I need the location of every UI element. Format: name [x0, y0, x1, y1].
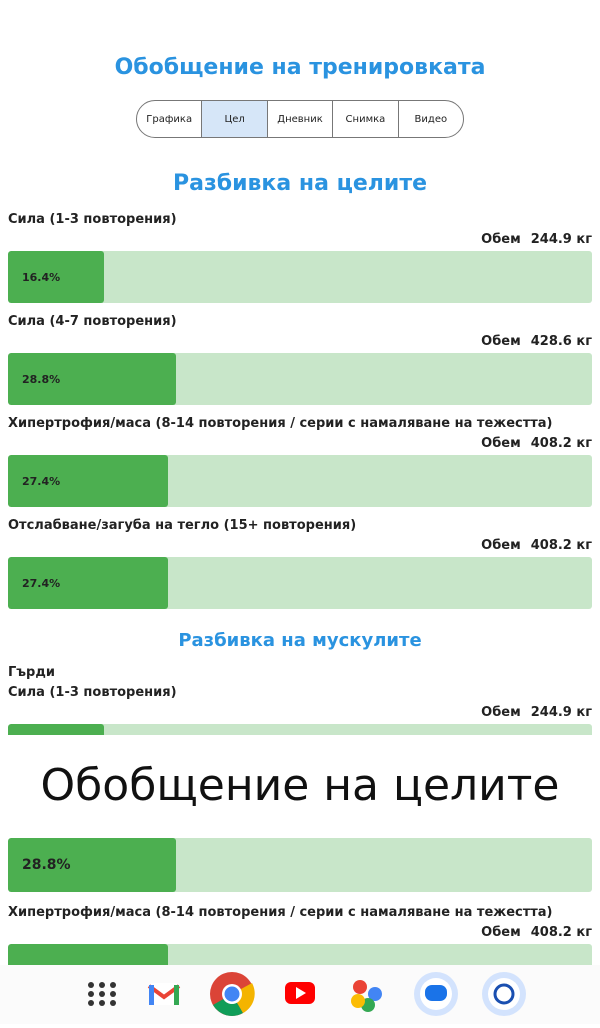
volume-label: Обем	[481, 925, 521, 940]
section-title: Разбивка на мускулите	[178, 630, 422, 651]
progress-track: 16.4%	[8, 251, 592, 303]
progress-track: 28.8%	[8, 838, 592, 892]
volume-value: 408.2 кг	[530, 436, 592, 451]
tab[interactable]: Графика	[146, 113, 193, 125]
volume: Обем 408.2 кг	[481, 434, 592, 454]
progress-track: 27.4%	[8, 455, 592, 507]
volume-label: Обем	[481, 334, 521, 349]
volume: Обем 408.2 кг	[481, 536, 592, 556]
tab[interactable]: Цел	[201, 101, 267, 137]
goal-label: Хипертрофия/маса (8-14 повторения / сери…	[8, 905, 553, 920]
tab[interactable]: Снимка	[332, 101, 397, 137]
progress-bar	[8, 944, 169, 965]
overlay-caption: Обобщение на целите	[0, 735, 600, 835]
percent-label: 27.4%	[22, 474, 61, 488]
percent-label: 28.8%	[22, 372, 61, 386]
messages-icon[interactable]	[414, 972, 458, 1016]
percent-label: 16.4%	[22, 270, 61, 284]
progress-track: 27.4%	[8, 557, 592, 609]
tab[interactable]: Дневник	[266, 101, 332, 137]
photos-icon[interactable]	[351, 980, 382, 1012]
chrome-icon[interactable]	[210, 972, 255, 1016]
volume-label: Обем	[481, 232, 521, 247]
page-title: Обобщение на тренировката	[114, 55, 486, 80]
progress-track: 28.8%	[8, 353, 592, 405]
goal-label: Хипертрофия/маса (8-14 повторения / сери…	[8, 416, 553, 431]
volume-value: 428.6 кг	[530, 334, 592, 349]
volume-label: Обем	[481, 705, 521, 720]
percent-label: 27.4%	[22, 576, 61, 590]
volume-label: Обем	[481, 436, 521, 451]
progress-bar	[8, 353, 177, 405]
app-drawer[interactable]	[88, 982, 116, 1006]
volume: Обем 244.9 кг	[481, 230, 592, 250]
goal-label: Сила (1-3 повторения)	[8, 212, 177, 227]
percent-label: 28.8%	[22, 857, 71, 873]
workout-summary: Обобщение на тренировката Графика Цел Днев…	[0, 55, 600, 965]
nav-bar	[0, 965, 600, 1024]
sync-icon[interactable]	[482, 972, 526, 1016]
goal-label: Сила (1-3 повторения)	[8, 685, 177, 700]
app-dock	[88, 972, 526, 1016]
tab-bar: Графика Цел Дневник Снимка Видео	[136, 100, 464, 138]
goal-label: Отслабване/загуба на тегло (15+ повторен…	[8, 518, 357, 533]
progress-track	[8, 944, 592, 965]
volume-label: Обем	[481, 538, 521, 553]
progress-bar	[8, 557, 169, 609]
progress-bar	[8, 838, 177, 892]
volume-value: 244.9 кг	[530, 232, 592, 247]
volume-value: 408.2 кг	[530, 925, 592, 940]
muscle-group: Гърди	[8, 665, 55, 680]
volume: Обем 408.2 кг	[481, 923, 592, 943]
progress-bar	[8, 455, 169, 507]
progress-bar	[8, 251, 104, 303]
section-title: Разбивка на целите	[172, 171, 428, 196]
tab[interactable]: Видео	[397, 101, 463, 137]
youtube-icon[interactable]	[285, 982, 315, 1004]
gmail-icon[interactable]	[147, 983, 181, 1005]
volume-value: 244.9 кг	[530, 705, 592, 720]
volume-value: 408.2 кг	[530, 538, 592, 553]
goal-label: Сила (4-7 повторения)	[8, 314, 177, 329]
volume: Обем 244.9 кг	[481, 703, 592, 723]
volume: Обем 428.6 кг	[481, 332, 592, 352]
